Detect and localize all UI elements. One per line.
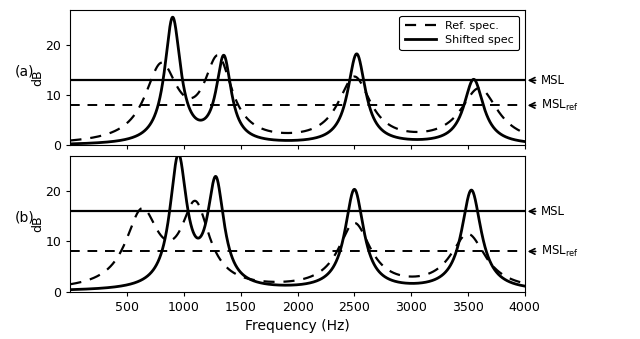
Shifted spec: [335, 251, 343, 255]
Ref. spec.: [403, 274, 411, 278]
Shifted spec: [521, 284, 529, 288]
Shifted spec: [521, 140, 529, 144]
Text: (b): (b): [15, 210, 35, 224]
Text: MSL$_{\rm ref}$: MSL$_{\rm ref}$: [541, 98, 579, 113]
Text: (a): (a): [15, 64, 35, 78]
Text: MSL$_{\rm ref}$: MSL$_{\rm ref}$: [541, 244, 579, 259]
Shifted spec: [428, 136, 435, 140]
Ref. spec.: [191, 199, 198, 203]
Line: Shifted spec: Shifted spec: [70, 154, 525, 290]
Ref. spec.: [428, 271, 435, 275]
Shifted spec: [175, 152, 182, 156]
Ref. spec.: [521, 131, 529, 135]
Ref. spec.: [355, 78, 363, 82]
Shifted spec: [231, 262, 239, 266]
Line: Ref. spec.: Ref. spec.: [70, 55, 525, 140]
Ref. spec.: [403, 129, 411, 133]
Ref. spec.: [90, 136, 97, 140]
Shifted spec: [169, 15, 177, 19]
Shifted spec: [67, 287, 74, 292]
Ref. spec.: [214, 53, 221, 57]
Shifted spec: [403, 137, 411, 141]
Ref. spec.: [335, 245, 343, 249]
X-axis label: Frequency (Hz): Frequency (Hz): [245, 319, 350, 333]
Ref. spec.: [231, 272, 239, 276]
Text: MSL: MSL: [541, 205, 564, 218]
Ref. spec.: [335, 98, 343, 102]
Ref. spec.: [90, 276, 97, 280]
Shifted spec: [231, 106, 239, 110]
Ref. spec.: [67, 138, 74, 142]
Y-axis label: dB: dB: [31, 69, 44, 86]
Line: Ref. spec.: Ref. spec.: [70, 201, 525, 284]
Ref. spec.: [355, 224, 363, 228]
Shifted spec: [428, 279, 435, 283]
Legend: Ref. spec., Shifted spec: Ref. spec., Shifted spec: [399, 16, 519, 50]
Ref. spec.: [521, 281, 529, 285]
Line: Shifted spec: Shifted spec: [70, 17, 525, 144]
Text: MSL: MSL: [541, 74, 564, 87]
Shifted spec: [403, 281, 411, 285]
Ref. spec.: [231, 96, 239, 100]
Shifted spec: [67, 142, 74, 146]
Shifted spec: [355, 56, 363, 60]
Shifted spec: [355, 202, 363, 206]
Shifted spec: [335, 117, 343, 121]
Shifted spec: [90, 287, 97, 291]
Shifted spec: [90, 141, 97, 145]
Ref. spec.: [428, 128, 435, 132]
Y-axis label: dB: dB: [31, 216, 44, 232]
Ref. spec.: [67, 282, 74, 286]
